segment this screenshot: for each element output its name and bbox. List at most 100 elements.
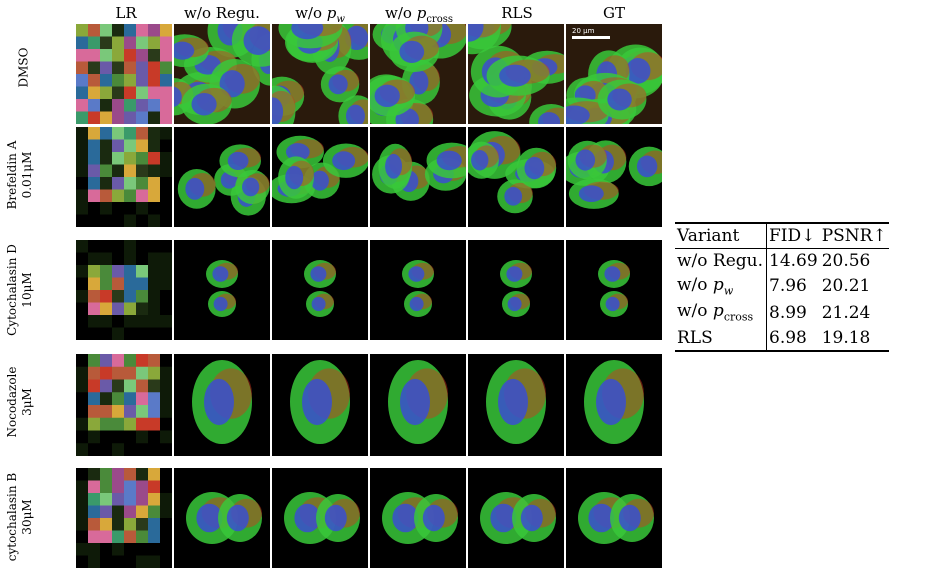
mosaic-block: [148, 480, 161, 494]
row-label-dmso: DMSO: [16, 47, 31, 88]
microscopy-image: [370, 354, 466, 456]
mosaic-block: [124, 177, 137, 190]
microscopy-image: [76, 240, 172, 340]
cell-nucleus: [607, 88, 632, 111]
mosaic-block: [88, 302, 101, 316]
mosaic-block: [88, 277, 101, 291]
mosaic-block: [160, 480, 172, 494]
mosaic-block: [124, 366, 137, 380]
microscopy-image: [370, 240, 466, 340]
result-image-tile: [272, 240, 368, 340]
mosaic-block: [160, 111, 172, 124]
mosaic-block: [124, 74, 137, 87]
mosaic-block: [112, 443, 125, 456]
cell-nucleus: [578, 185, 604, 203]
mosaic-block: [124, 430, 137, 444]
mosaic-block: [88, 202, 101, 215]
mosaic-block: [88, 111, 101, 124]
mosaic-block: [112, 417, 125, 431]
result-image-tile: [566, 468, 662, 568]
cell-nucleus: [468, 24, 484, 42]
mosaic-block: [148, 366, 161, 380]
mosaic-block: [112, 290, 125, 303]
mosaic-block: [76, 480, 89, 494]
mosaic-block: [136, 354, 149, 368]
microscopy-image: [174, 240, 270, 340]
mosaic-block: [100, 302, 113, 316]
cell-nucleus: [409, 69, 429, 95]
mosaic-block: [100, 111, 113, 124]
microscopy-image: [272, 127, 368, 227]
microscopy-image: [468, 354, 564, 456]
mosaic-block: [124, 61, 137, 75]
mosaic-block: [160, 392, 172, 406]
mosaic-block: [100, 366, 113, 380]
mosaic-block: [124, 36, 137, 50]
table-header-variant: Variant: [675, 223, 768, 249]
mosaic-block: [88, 214, 101, 227]
mosaic-block: [76, 315, 89, 328]
cell-nucleus: [596, 378, 626, 426]
mosaic-block: [124, 189, 137, 203]
mosaic-block: [76, 277, 89, 291]
mosaic-block: [76, 111, 89, 124]
microscopy-image: [370, 127, 466, 227]
table-row: RLS 6.98 19.18: [675, 325, 889, 351]
table-cell-fid: 8.99: [769, 302, 807, 323]
mosaic-block: [100, 86, 113, 100]
mosaic-block: [76, 127, 89, 140]
mosaic-block: [76, 214, 89, 227]
mosaic-block: [136, 443, 149, 456]
cell-nucleus: [332, 151, 356, 171]
cell-nucleus: [408, 266, 425, 282]
microscopy-image: [272, 240, 368, 340]
mosaic-block: [112, 379, 125, 393]
microscopy-image: [174, 354, 270, 456]
cell-nucleus: [285, 165, 304, 190]
mosaic-block: [124, 327, 137, 340]
mosaic-block: [100, 202, 113, 215]
mosaic-block: [136, 315, 149, 328]
image-background: [272, 240, 368, 340]
mosaic-block: [124, 480, 137, 494]
microscopy-image: [566, 127, 662, 227]
cell-nucleus: [213, 296, 228, 312]
mosaic-block: [160, 327, 172, 340]
cell-nucleus: [625, 57, 651, 84]
mosaic-block: [76, 99, 89, 112]
cell-nucleus: [471, 150, 489, 171]
mosaic-block: [124, 49, 137, 62]
mosaic-block: [88, 177, 101, 190]
mosaic-block: [124, 265, 137, 278]
lr-image-tile: [76, 24, 172, 124]
cell-nucleus: [588, 503, 615, 533]
mosaic-block: [136, 518, 149, 531]
cell-nucleus: [196, 503, 223, 533]
mosaic-block: [160, 252, 172, 266]
mosaic-block: [112, 99, 125, 112]
cell-nucleus: [185, 177, 205, 200]
mosaic-block: [76, 61, 89, 75]
mosaic-block: [124, 252, 137, 266]
microscopy-image: [566, 468, 662, 568]
mosaic-block: [100, 443, 113, 456]
mosaic-block: [88, 240, 101, 253]
microscopy-image: [370, 24, 466, 124]
mosaic-block: [112, 302, 125, 316]
mosaic-block: [148, 392, 161, 406]
mosaic-block: [136, 152, 149, 165]
mosaic-block: [88, 252, 101, 266]
mosaic-block: [76, 405, 89, 419]
mosaic-block: [112, 127, 125, 140]
mosaic-block: [124, 202, 137, 215]
mosaic-block: [148, 430, 161, 444]
image-background: [174, 240, 270, 340]
mosaic-block: [124, 518, 137, 531]
cell-nucleus: [291, 24, 324, 40]
mosaic-block: [136, 543, 149, 556]
mosaic-block: [100, 468, 113, 481]
mosaic-block: [112, 214, 125, 227]
cell-nucleus: [566, 105, 590, 124]
microscopy-image: [370, 468, 466, 568]
mosaic-block: [124, 214, 137, 227]
